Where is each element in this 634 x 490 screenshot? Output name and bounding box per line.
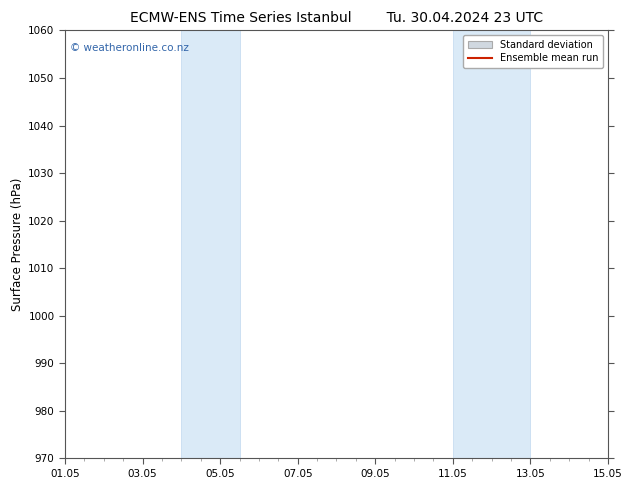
- Bar: [453, 30, 531, 459]
- Text: © weatheronline.co.nz: © weatheronline.co.nz: [70, 43, 190, 53]
- Legend: Standard deviation, Ensemble mean run: Standard deviation, Ensemble mean run: [463, 35, 603, 68]
- Y-axis label: Surface Pressure (hPa): Surface Pressure (hPa): [11, 178, 24, 311]
- Title: ECMW-ENS Time Series Istanbul        Tu. 30.04.2024 23 UTC: ECMW-ENS Time Series Istanbul Tu. 30.04.…: [130, 11, 543, 25]
- Bar: [181, 30, 240, 459]
